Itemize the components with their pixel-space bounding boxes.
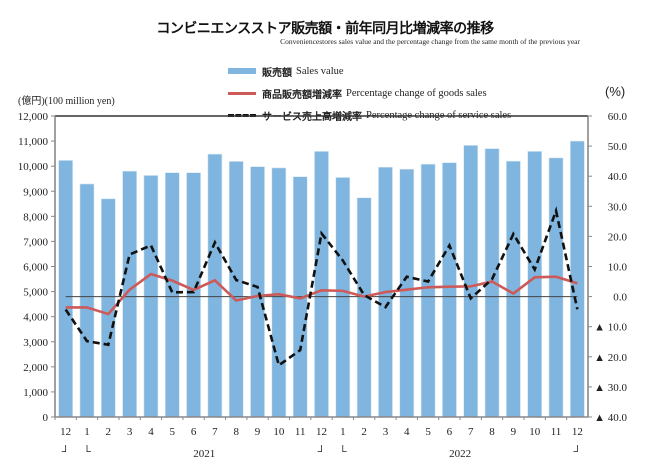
y-tick-label-right: ▲ 30.0 [594,382,627,394]
year-bracket-mark: └ [339,444,347,458]
x-tick-label: 9 [255,426,261,438]
labels-group: 0 1,000 2,000 3,000 4,000 5,000 6,000 7,000 8,00… [18,111,628,460]
x-tick-label: 9 [511,426,517,438]
x-tick-label: 7 [212,426,218,438]
y-tick-label-left: 1,000 [23,387,48,399]
y-tick-label-left: 5,000 [23,287,48,299]
bar [463,145,479,418]
year-bracket-mark: └ [83,444,91,458]
x-tick-label: 6 [447,426,453,438]
chart-title: コンビニエンスストア販売額・前年同月比増減率の推移 [156,21,494,37]
y-tick-label-right: ▲ 20.0 [594,352,627,364]
x-tick-label: 8 [233,426,239,438]
legend-swatch-dashed-line [228,113,256,117]
y-tick-label-left: 10,000 [18,161,49,173]
bar [399,168,415,418]
x-tick-label: 3 [383,426,389,438]
bar [335,177,351,418]
x-tick-label: 3 [127,426,133,438]
y-tick-label-right: 60.0 [608,111,628,123]
x-tick-label: 6 [191,426,197,438]
y-tick-label-right: 50.0 [608,141,628,153]
bar [271,167,287,418]
x-tick-label: 4 [404,426,410,438]
bar [570,140,585,418]
year-bracket-mark: ┘ [61,444,70,458]
y-axis-left-label: (億円)(100 million yen) [18,96,115,107]
legend-label-jp: 商品販売額増減率 [262,89,342,101]
x-tick-label: 8 [489,426,495,438]
legend-label-en: Percentage change of service sales [366,109,512,121]
y-tick-label-left: 8,000 [23,211,48,223]
lines-group [64,206,579,368]
bar [250,166,265,418]
x-tick-label: 4 [148,426,154,438]
y-tick-label-right: 30.0 [608,201,628,213]
y-tick-label-left: 11,000 [18,136,48,148]
legend-swatch-bar [228,68,256,74]
chart-subtitle: Conveniencestores sales value and the pe… [280,37,580,46]
y-tick-label-right: ▲ 10.0 [594,322,627,334]
bar [314,151,329,418]
legend-swatch-red-line [228,91,256,95]
bar [228,161,244,418]
y-tick-label-left: 2,000 [23,362,48,374]
x-tick-label: 12 [60,426,71,438]
year-label: 2021 [193,448,215,460]
x-tick-label: 2 [361,426,367,438]
x-tick-label: 12 [572,426,583,438]
y-axis-right-label: (%) [605,84,626,99]
legend-label-jp: サービス売上高増減率 [262,111,362,123]
x-tick-label: 2 [106,426,112,438]
y-tick-label-right: 40.0 [608,171,628,183]
bar [164,172,180,418]
legend: 販売額 Sales value 商品販売額増減率 Percentage chan… [228,60,511,126]
y-tick-label-left: 6,000 [23,262,48,274]
y-tick-label-left: 7,000 [23,236,48,248]
y-tick-label-right: 20.0 [608,231,628,243]
x-tick-label: 12 [316,426,327,438]
year-bracket-mark: ┘ [572,444,581,458]
x-tick-label: 5 [425,426,431,438]
y-tick-label-left: 4,000 [23,312,48,324]
bar [548,157,564,418]
legend-label-en: Sales value [296,65,344,77]
x-tick-label: 10 [273,426,285,438]
bar [442,162,457,418]
y-tick-label-left: 9,000 [23,186,48,198]
axes-group [51,115,592,420]
legend-item-service: サービス売上高増減率 Percentage change of service … [228,104,511,126]
legend-item-sales: 販売額 Sales value [228,60,511,82]
bar [186,172,201,418]
y-tick-label-right: ▲ 40.0 [594,412,627,424]
x-tick-label: 5 [170,426,176,438]
x-tick-label: 7 [468,426,474,438]
x-tick-label: 1 [340,426,346,438]
year-label: 2022 [449,448,471,460]
year-bracket-mark: ┘ [317,444,326,458]
bars-group [58,140,585,418]
bar [79,183,95,418]
y-tick-label-left: 0 [43,412,49,424]
x-tick-label: 10 [529,426,541,438]
legend-label-en: Percentage change of goods sales [346,87,487,99]
bar [527,151,543,418]
y-tick-label-right: 10.0 [608,262,628,274]
x-tick-label: 11 [551,426,562,438]
y-tick-label-left: 12,000 [18,111,49,123]
bar [356,197,372,418]
bar [58,160,73,418]
x-tick-label: 11 [295,426,306,438]
legend-label-jp: 販売額 [262,67,292,79]
bar [420,163,436,418]
legend-item-goods: 商品販売額増減率 Percentage change of goods sale… [228,82,511,104]
y-tick-label-right: 0.0 [613,292,627,304]
x-tick-label: 1 [84,426,90,438]
y-tick-label-left: 3,000 [23,337,48,349]
